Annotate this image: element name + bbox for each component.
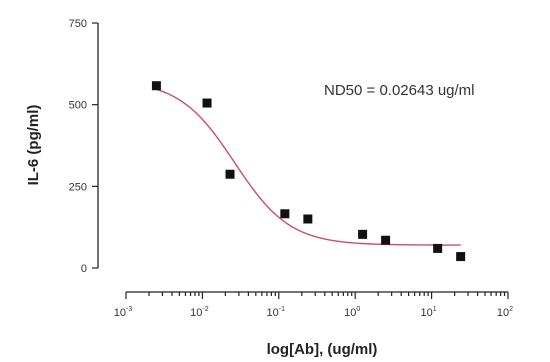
data-point (456, 252, 466, 262)
fit-curve (156, 88, 461, 246)
x-tick-label: 10-3 (114, 306, 133, 319)
x-tick-label: 10-1 (267, 306, 286, 319)
x-axis-ticks: 10-3 10-2 10-1 100 101 102 (114, 292, 513, 319)
y-tick-label: 500 (69, 100, 87, 112)
data-point (303, 214, 313, 224)
data-point (225, 169, 235, 179)
x-tick-label: 10-2 (190, 306, 209, 319)
y-axis-title: IL-6 (pg/ml) (25, 105, 42, 186)
data-point (280, 209, 290, 219)
y-tick-label: 750 (69, 18, 87, 30)
data-point (202, 98, 212, 108)
nd50-annotation: ND50 = 0.02643 ug/ml (324, 82, 475, 99)
data-point (381, 235, 391, 245)
y-axis-ticks: 0 250 500 750 (69, 18, 98, 275)
data-points (151, 81, 466, 262)
y-tick-label: 0 (81, 263, 87, 275)
data-point (151, 81, 161, 91)
x-tick-label: 101 (421, 306, 437, 319)
data-point (433, 243, 443, 253)
y-tick-label: 250 (69, 181, 87, 193)
x-tick-label: 102 (497, 306, 513, 319)
x-tick-label: 100 (344, 306, 360, 319)
x-axis-title: log[Ab], (ug/ml) (267, 341, 378, 358)
data-point (358, 229, 368, 239)
